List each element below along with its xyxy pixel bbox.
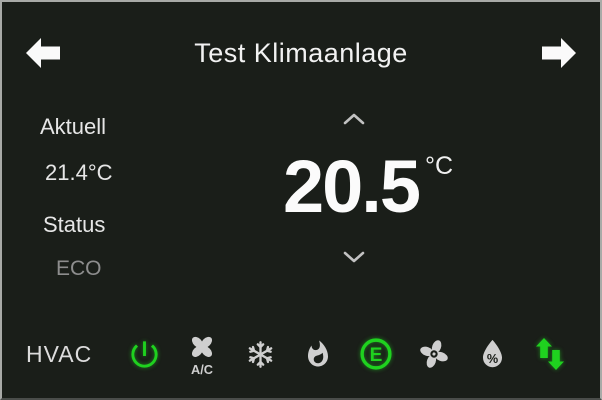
setpoint-display: 20.5 °C (283, 145, 454, 228)
arrow-right-icon (540, 35, 578, 71)
chevron-down-icon (341, 250, 367, 264)
ac-fan-icon: A/C (185, 331, 219, 377)
humidity-drop-icon: % (477, 338, 508, 371)
setpoint-value: 20.5 (283, 145, 421, 228)
flame-icon (303, 337, 333, 371)
hvac-label: HVAC (26, 340, 93, 367)
humidity-button[interactable]: % (474, 328, 510, 380)
status-label: Status (43, 212, 106, 237)
eco-e-icon: E (359, 337, 393, 371)
cooling-button[interactable] (242, 328, 278, 380)
eco-mode-button[interactable]: E (358, 328, 394, 380)
current-temp-value: 21.4°C (45, 160, 113, 185)
header: Test Klimaanlage (2, 30, 600, 76)
up-down-arrows-icon (534, 337, 566, 371)
setpoint-decrease-button[interactable] (341, 250, 367, 264)
footer-mode-bar: HVAC (26, 328, 580, 380)
prev-arrow-button[interactable] (24, 35, 62, 71)
setpoint-unit: °C (425, 152, 454, 180)
power-icon (127, 337, 162, 372)
chevron-up-icon (341, 112, 367, 126)
mode-icon-row: A/C (126, 328, 568, 380)
fan-button[interactable] (416, 328, 452, 380)
arrow-left-icon (24, 35, 62, 71)
setpoint-increase-button[interactable] (341, 112, 367, 126)
power-button[interactable] (126, 328, 162, 380)
status-value: ECO (56, 257, 102, 280)
ac-text: A/C (191, 362, 213, 377)
current-temp-label: Aktuell (40, 114, 107, 139)
fan-icon (417, 337, 451, 371)
snowflake-icon (245, 339, 276, 370)
next-arrow-button[interactable] (540, 35, 578, 71)
eco-text: E (370, 345, 383, 366)
page-title: Test Klimaanlage (194, 37, 408, 68)
ac-mode-button[interactable]: A/C (184, 328, 220, 380)
heating-button[interactable] (300, 328, 336, 380)
humidity-percent-text: % (487, 351, 498, 365)
airflow-button[interactable] (532, 328, 568, 380)
